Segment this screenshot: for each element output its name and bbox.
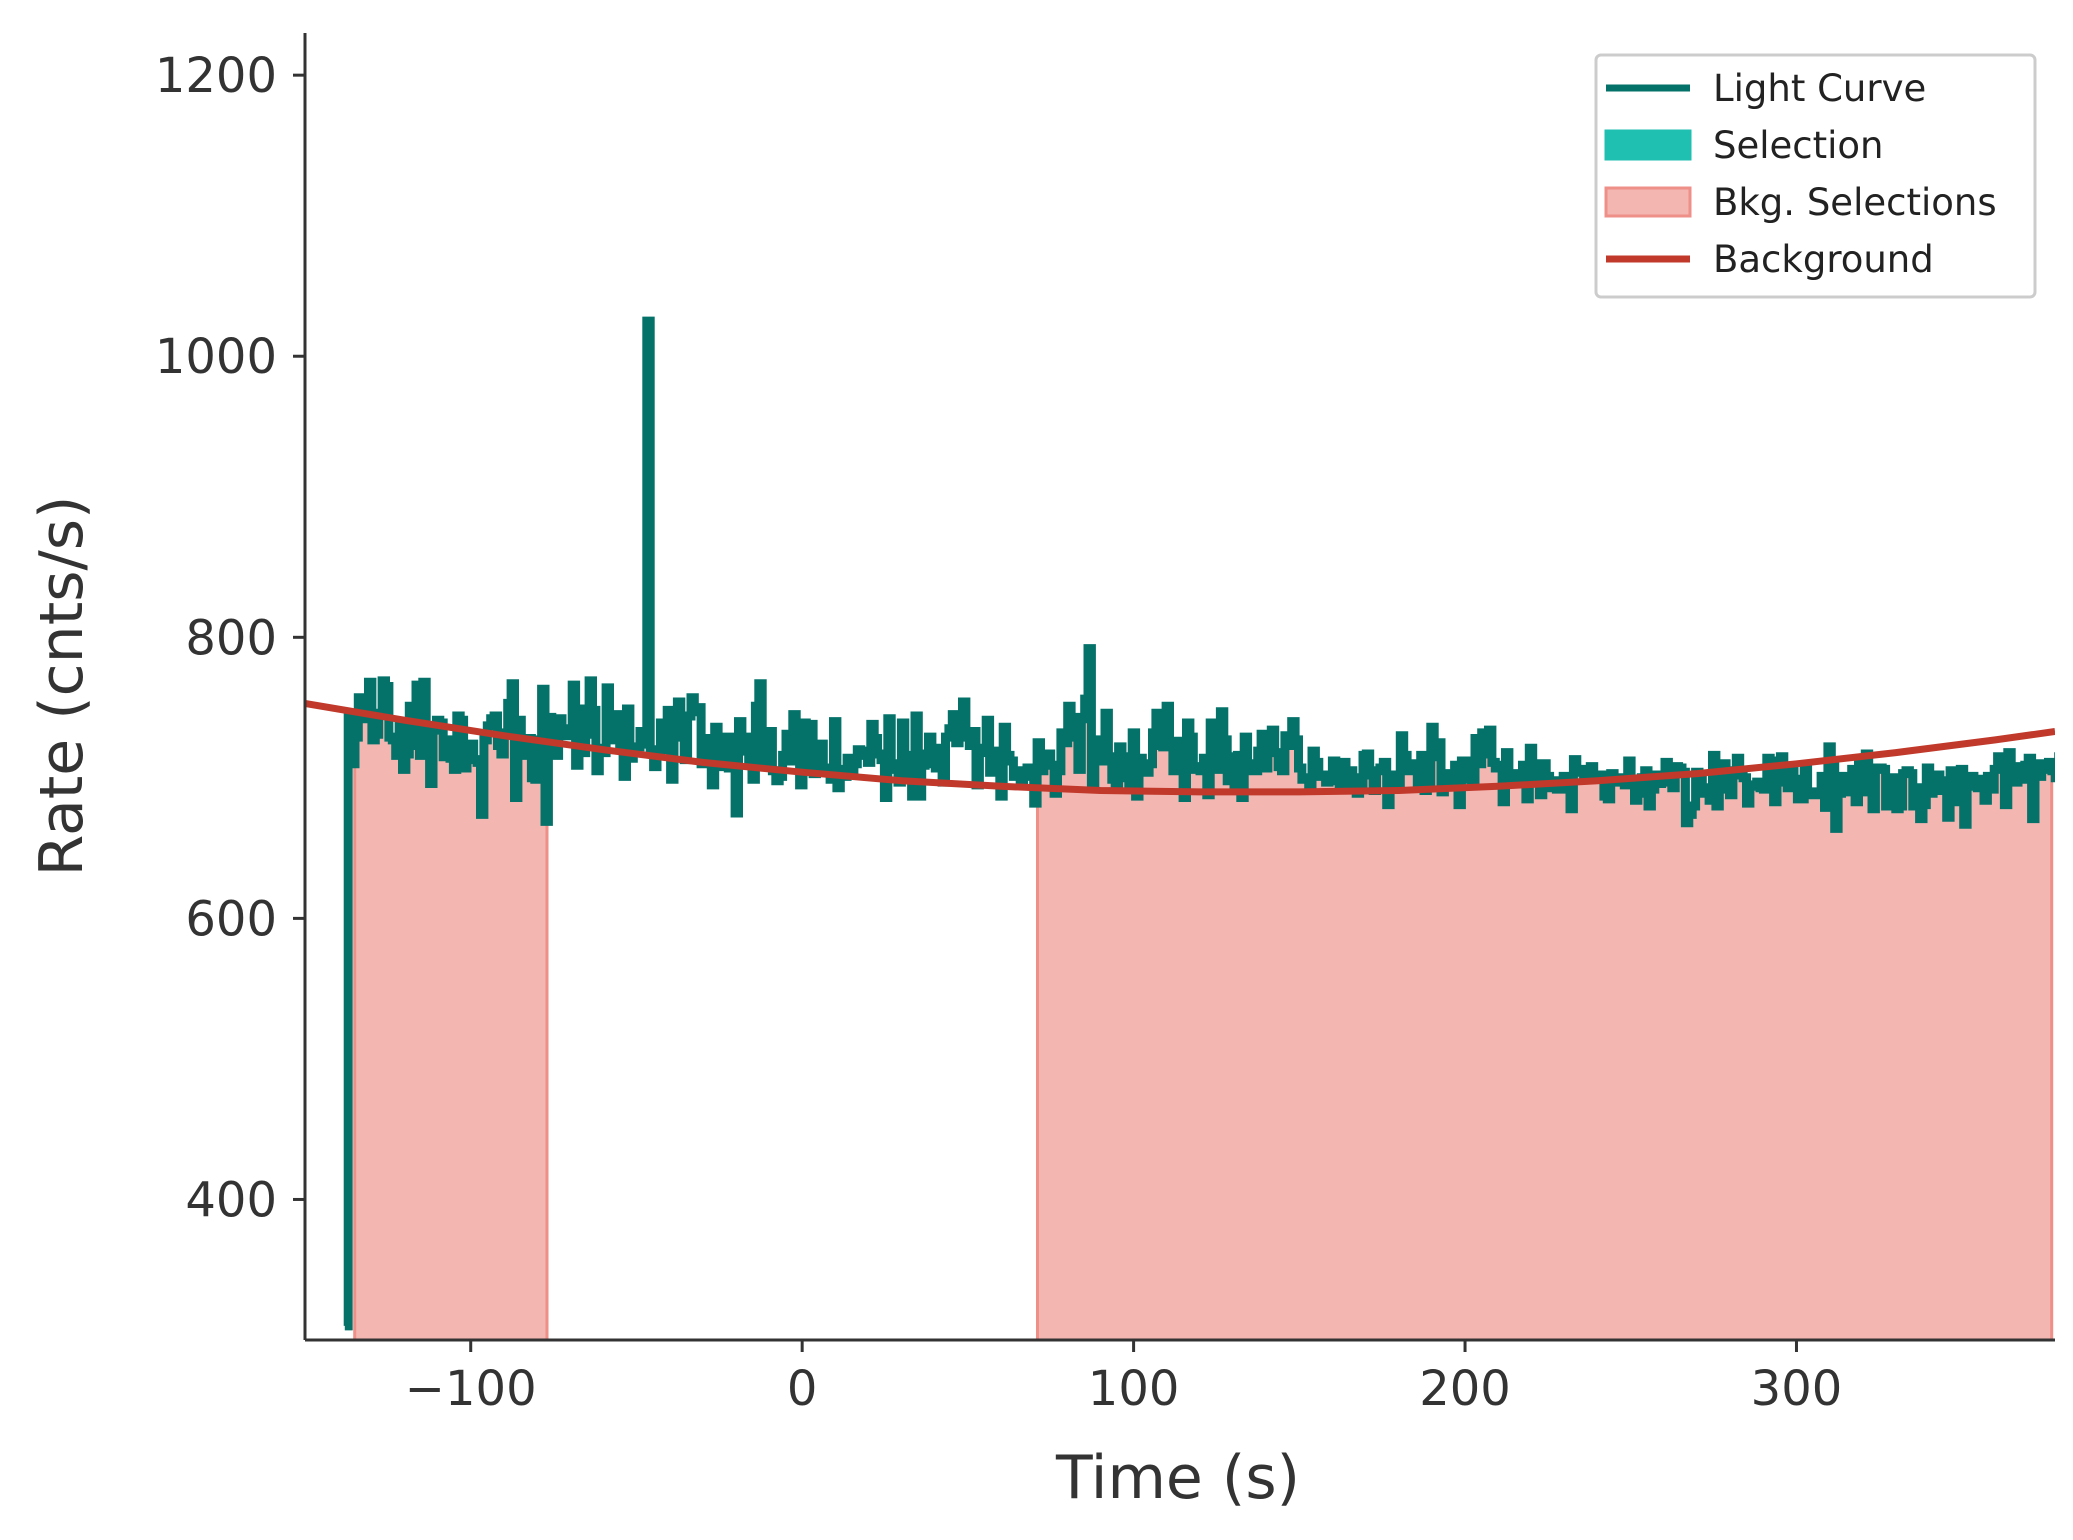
x-tick-label: 0 bbox=[787, 1361, 818, 1417]
legend-swatch-selection bbox=[1604, 129, 1692, 161]
y-tick-label: 1200 bbox=[155, 48, 277, 104]
legend: Light Curve Selection Bkg. Selections Backg… bbox=[1594, 53, 2037, 299]
y-tick-label: 1000 bbox=[155, 329, 277, 385]
light-curve-line bbox=[343, 316, 2055, 1331]
x-tick-label: 300 bbox=[1751, 1361, 1843, 1417]
legend-label-background: Background bbox=[1713, 238, 1934, 281]
x-ticks: −100 0 100 200 300 bbox=[405, 1340, 1842, 1417]
y-ticks: 400 600 800 1000 1200 bbox=[155, 48, 305, 1228]
legend-swatch-bkg-selections bbox=[1604, 186, 1692, 218]
legend-frame bbox=[1594, 53, 2037, 299]
light-curve-series bbox=[343, 316, 2055, 1331]
x-tick-label: −100 bbox=[405, 1361, 537, 1417]
x-tick-label: 100 bbox=[1088, 1361, 1180, 1417]
background-line bbox=[305, 699, 2055, 796]
x-axis-label: Time (s) bbox=[1055, 1443, 1300, 1513]
x-tick-label: 200 bbox=[1419, 1361, 1511, 1417]
y-axis-label: Rate (cnts/s) bbox=[27, 496, 97, 877]
y-tick-label: 400 bbox=[185, 1172, 277, 1228]
legend-label-selection: Selection bbox=[1713, 124, 1884, 167]
y-tick-label: 600 bbox=[185, 891, 277, 947]
legend-label-light-curve: Light Curve bbox=[1713, 67, 1926, 110]
legend-label-bkg-selections: Bkg. Selections bbox=[1713, 181, 1997, 224]
y-tick-label: 800 bbox=[185, 610, 277, 666]
axes bbox=[303, 33, 2055, 1342]
background-series bbox=[305, 699, 2055, 796]
